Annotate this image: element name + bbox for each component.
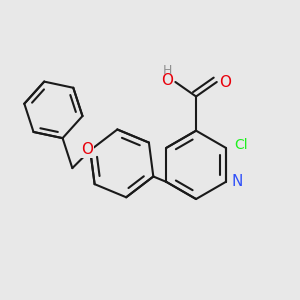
- Text: N: N: [232, 175, 243, 190]
- Text: Cl: Cl: [235, 138, 248, 152]
- Text: O: O: [81, 142, 93, 157]
- Text: O: O: [161, 73, 173, 88]
- Text: O: O: [219, 74, 231, 89]
- Text: H: H: [162, 64, 172, 77]
